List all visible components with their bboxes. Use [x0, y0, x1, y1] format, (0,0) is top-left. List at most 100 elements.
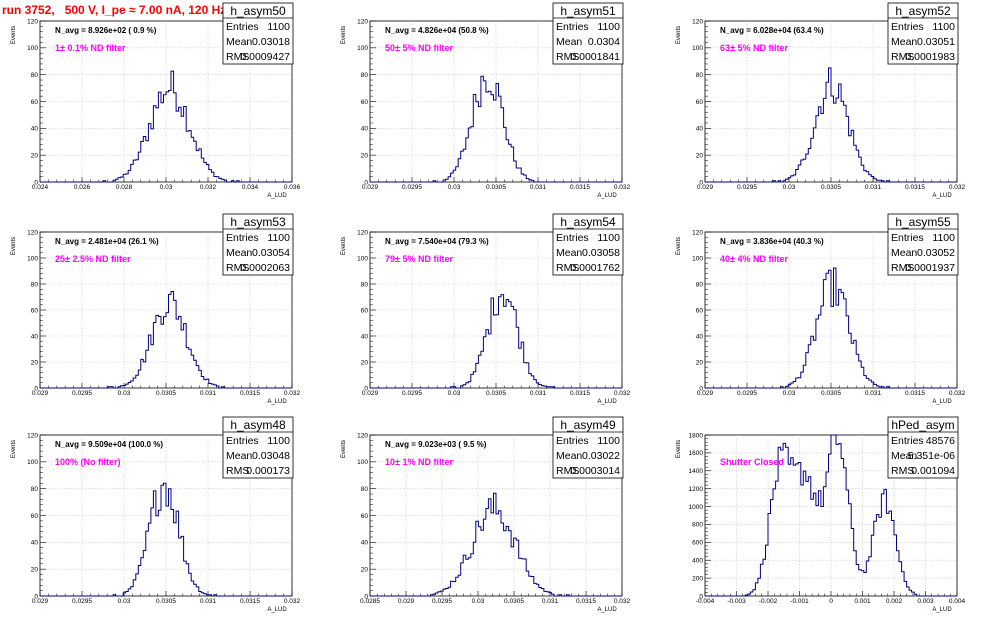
navg-label: N_avg = 9.509e+04 (100.0 %): [55, 440, 163, 449]
filter-label: Shutter Closed: [720, 457, 784, 467]
stats-mean-value: 0.0304: [588, 36, 620, 48]
y-tick-label: 40: [361, 333, 369, 340]
y-axis-label: Events: [341, 237, 347, 255]
x-axis-label: A_LUD: [932, 399, 952, 405]
y-tick-label: 0: [34, 385, 38, 392]
x-tick-label: -0.001: [790, 598, 809, 605]
x-tick-label: 0.0305: [486, 184, 506, 191]
x-tick-label: 0.031: [200, 390, 217, 397]
x-tick-label: 0.03: [783, 184, 796, 191]
stats-mean-value: 0.03051: [917, 36, 955, 48]
y-tick-label: 80: [361, 486, 369, 493]
stats-mean-value: 0.03058: [582, 247, 620, 259]
x-tick-label: -0.003: [727, 598, 746, 605]
stats-rms-label: RMS: [226, 262, 249, 274]
stats-entries-value: 1100: [932, 232, 955, 244]
stats-box: [887, 2, 959, 65]
x-axis-label: A_LUD: [267, 399, 287, 405]
x-tick-label: 0.0295: [72, 598, 92, 605]
stats-mean-label: Mean: [226, 36, 252, 48]
filter-label: 10± 1% ND filter: [385, 457, 453, 467]
stats-entries-value: 1100: [267, 435, 290, 447]
x-tick-label: 0.031: [200, 598, 217, 605]
stats-mean-label: Mean: [556, 247, 582, 259]
y-tick-label: 1000: [689, 504, 704, 511]
histogram-line: [370, 75, 622, 183]
y-axis-label: Events: [676, 26, 682, 44]
stats-rms-label: RMS: [556, 51, 579, 63]
y-tick-label: 80: [361, 281, 369, 288]
stats-entries-value: 1100: [932, 21, 955, 33]
x-tick-label: 0.036: [284, 184, 301, 191]
stats-box: [222, 213, 294, 276]
x-tick-label: 0.002: [886, 598, 903, 605]
x-tick-label: -0.002: [759, 598, 778, 605]
y-tick-label: 80: [361, 72, 369, 79]
navg-label: N_avg = 4.826e+04 (50.8 %): [385, 26, 489, 35]
y-tick-label: 20: [361, 359, 369, 366]
stats-rms-value: 0.0001762: [570, 262, 620, 274]
y-tick-label: 20: [31, 359, 39, 366]
y-tick-label: 120: [27, 229, 38, 236]
x-tick-label: 0.029: [362, 184, 379, 191]
filter-label: 79± 5% ND filter: [385, 254, 453, 264]
y-tick-label: 80: [696, 281, 704, 288]
stats-box: [552, 213, 624, 276]
stats-rms-value: 0.001094: [911, 465, 955, 477]
stats-entries-value: 1100: [267, 232, 290, 244]
x-tick-label: 0.0295: [402, 184, 422, 191]
x-tick-label: 0.004: [949, 598, 966, 605]
stats-entries-value: 48576: [926, 435, 955, 447]
stats-mean-value: 0.03048: [252, 450, 290, 462]
y-tick-label: 200: [692, 575, 703, 582]
stats-mean-value: 0.03054: [252, 247, 290, 259]
stats-entries-label: Entries: [891, 232, 924, 244]
stats-rms-label: RMS: [556, 262, 579, 274]
y-tick-label: 120: [357, 18, 368, 25]
x-tick-label: 0.0305: [821, 184, 841, 191]
y-tick-label: 60: [361, 513, 369, 520]
x-tick-label: 0.029: [32, 390, 49, 397]
x-tick-label: 0.0295: [432, 598, 452, 605]
y-tick-label: 100: [692, 255, 703, 262]
y-tick-label: 100: [357, 459, 368, 466]
stats-rms-label: RMS: [226, 465, 249, 477]
x-axis-label: A_LUD: [267, 607, 287, 613]
x-tick-label: 0.032: [200, 184, 217, 191]
navg-label: N_avg = 9.023e+03 ( 9.5 %): [385, 440, 487, 449]
stats-mean-value: 5.351e-06: [908, 450, 955, 462]
y-tick-label: 80: [696, 72, 704, 79]
x-tick-label: 0.0295: [737, 390, 757, 397]
y-tick-label: 120: [357, 432, 368, 439]
y-axis-label: Events: [11, 26, 17, 44]
x-axis-label: A_LUD: [597, 399, 617, 405]
y-tick-label: 1600: [689, 450, 704, 457]
stats-title: hPed_asym: [891, 418, 954, 432]
stats-rms-value: 0.0002063: [240, 262, 290, 274]
y-tick-label: 100: [357, 255, 368, 262]
stats-mean-value: 0.03052: [917, 247, 955, 259]
y-tick-label: 20: [31, 566, 39, 573]
x-tick-label: 0: [829, 598, 833, 605]
stats-mean-label: Mean: [556, 36, 582, 48]
y-tick-label: 120: [692, 18, 703, 25]
histogram-line: [705, 434, 957, 597]
stats-rms-label: RMS: [226, 51, 249, 63]
histogram-line: [40, 291, 292, 389]
x-tick-label: 0.0285: [360, 598, 380, 605]
y-tick-label: 60: [31, 307, 39, 314]
y-axis-label: Events: [341, 26, 347, 44]
y-tick-label: 1400: [689, 468, 704, 475]
y-tick-label: 20: [696, 359, 704, 366]
y-tick-label: 100: [27, 459, 38, 466]
stats-box: [887, 416, 959, 479]
stats-rms-value: 0.0001841: [570, 51, 620, 63]
x-tick-label: 0.0315: [570, 184, 590, 191]
stats-entries-label: Entries: [226, 232, 259, 244]
x-tick-label: 0.0305: [504, 598, 524, 605]
stats-title: h_asym51: [560, 4, 616, 18]
y-tick-label: 60: [31, 99, 39, 106]
stats-rms-value: 0.000173: [246, 465, 290, 477]
x-tick-label: 0.029: [697, 184, 714, 191]
